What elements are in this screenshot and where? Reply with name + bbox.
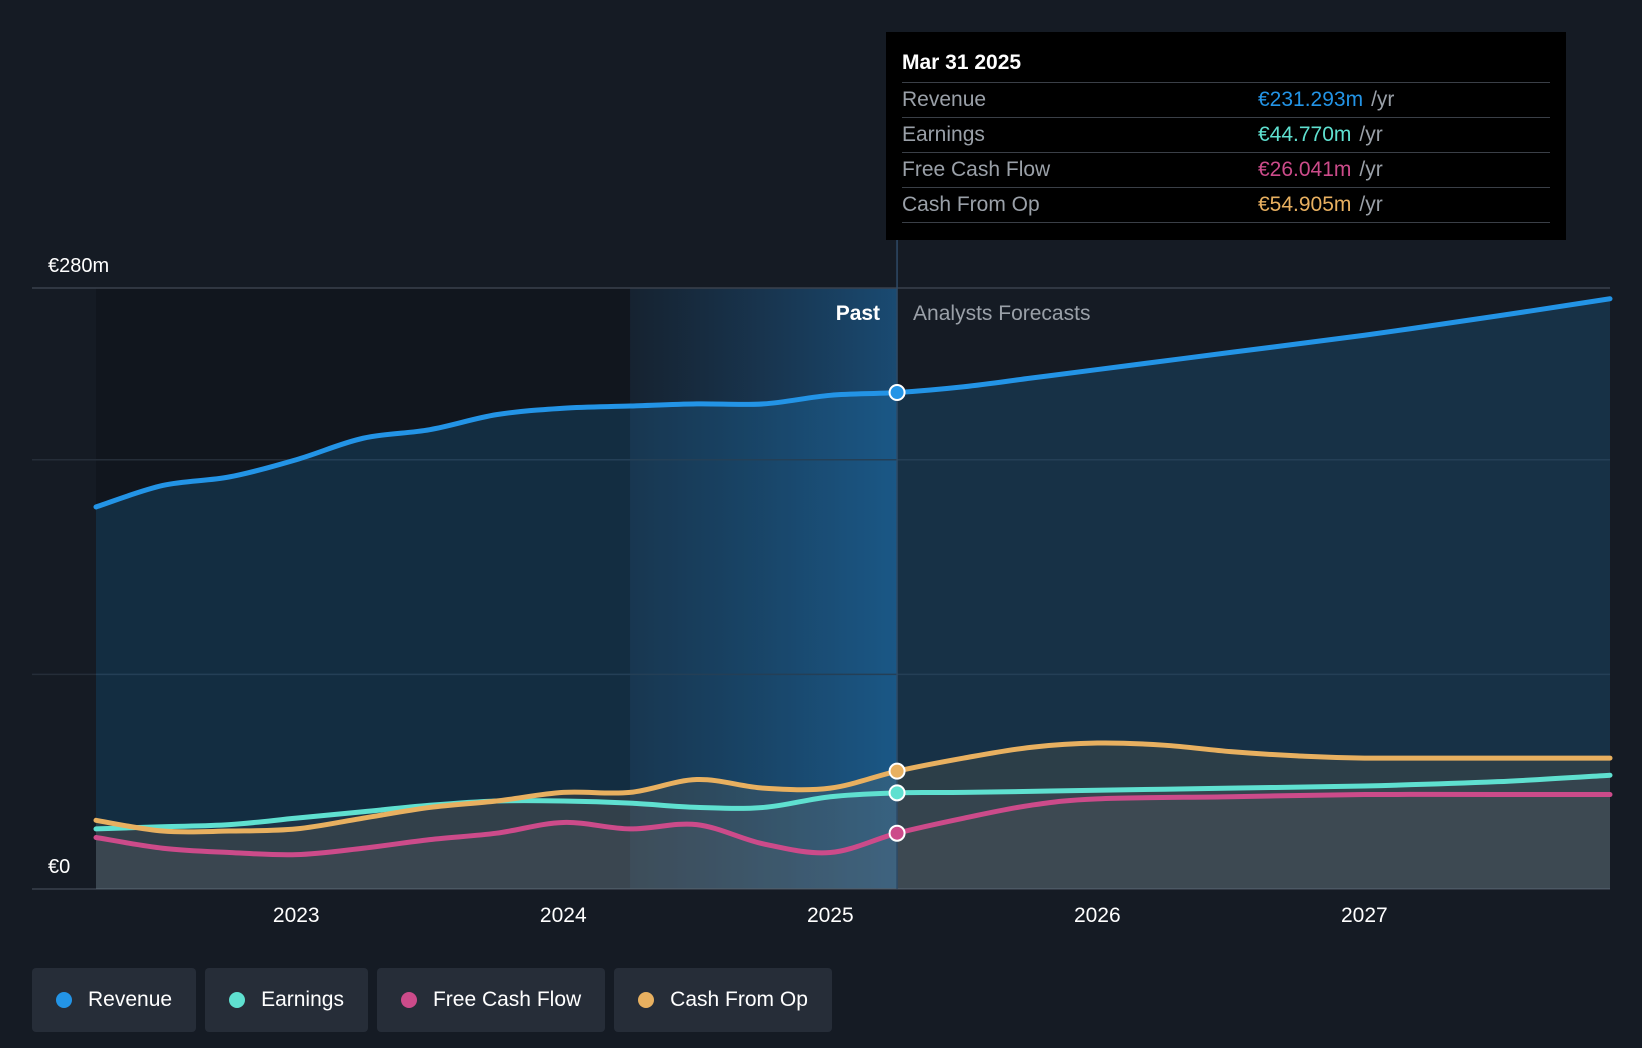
tooltip-value: €231.293m xyxy=(1258,88,1364,111)
tooltip: Mar 31 2025 Revenue €231.293m/yr Earnings €… xyxy=(886,32,1566,240)
tooltip-unit: /yr xyxy=(1359,193,1383,216)
tooltip-unit: /yr xyxy=(1371,88,1395,111)
tooltip-row-cash-from-op: Cash From Op €54.905m/yr xyxy=(902,187,1550,223)
tooltip-label: Earnings xyxy=(902,123,985,146)
legend: Revenue Earnings Free Cash Flow Cash From O… xyxy=(32,968,832,1032)
past-label: Past xyxy=(836,302,880,325)
x-tick-2023: 2023 xyxy=(273,904,320,927)
tooltip-row-earnings: Earnings €44.770m/yr xyxy=(902,117,1550,152)
x-tick-2024: 2024 xyxy=(540,904,587,927)
revenue-marker[interactable] xyxy=(888,384,906,402)
legend-dot-icon xyxy=(400,992,417,1008)
tooltip-unit: /yr xyxy=(1359,158,1383,181)
legend-label: Cash From Op xyxy=(670,988,808,1011)
forecast-label: Analysts Forecasts xyxy=(913,302,1090,325)
pre-past-region xyxy=(96,288,631,889)
legend-item-revenue[interactable]: Revenue xyxy=(32,968,197,1032)
cash-from-op-marker[interactable] xyxy=(888,762,906,780)
free-cash-flow-area xyxy=(96,794,1610,889)
cash-from-op-area xyxy=(96,742,1610,889)
legend-dot-icon xyxy=(56,992,72,1008)
free-cash-flow-line xyxy=(93,791,1613,858)
x-tick-2026: 2026 xyxy=(1074,904,1121,927)
tooltip-value: €54.905m xyxy=(1258,193,1352,216)
x-tick-2025: 2025 xyxy=(807,904,854,927)
tooltip-date: Mar 31 2025 xyxy=(902,51,1022,74)
free-cash-flow-marker[interactable] xyxy=(888,824,906,842)
earnings-marker[interactable] xyxy=(888,784,906,802)
tooltip-label: Free Cash Flow xyxy=(902,158,1051,181)
legend-item-free-cash-flow[interactable]: Free Cash Flow xyxy=(376,968,606,1032)
legend-item-earnings[interactable]: Earnings xyxy=(205,968,368,1032)
legend-dot-icon xyxy=(229,992,246,1008)
legend-label: Free Cash Flow xyxy=(432,988,582,1011)
cash-from-op-line xyxy=(93,740,1613,835)
tooltip-row-revenue: Revenue €231.293m/yr xyxy=(902,82,1550,117)
legend-label: Earnings xyxy=(261,988,344,1011)
legend-label: Revenue xyxy=(88,988,173,1011)
tooltip-label: Cash From Op xyxy=(902,193,1040,216)
tooltip-label: Revenue xyxy=(902,88,987,111)
legend-dot-icon xyxy=(638,992,655,1008)
tooltip-value: €26.041m xyxy=(1258,158,1352,181)
revenue-line xyxy=(93,296,1613,510)
tooltip-value: €44.770m xyxy=(1258,123,1352,146)
y-label-top: €280m xyxy=(48,255,109,277)
chart: €280m €0 Past Analysts Forecasts 2023 202… xyxy=(32,240,1613,927)
tooltip-row-free-cash-flow: Free Cash Flow €26.041m/yr xyxy=(902,152,1550,187)
x-tick-2027: 2027 xyxy=(1341,904,1388,927)
earnings-line xyxy=(93,772,1613,832)
revenue-area xyxy=(96,298,1610,889)
legend-item-cash-from-op[interactable]: Cash From Op xyxy=(614,968,832,1032)
tooltip-unit: /yr xyxy=(1359,123,1383,146)
y-label-bottom: €0 xyxy=(48,856,70,878)
